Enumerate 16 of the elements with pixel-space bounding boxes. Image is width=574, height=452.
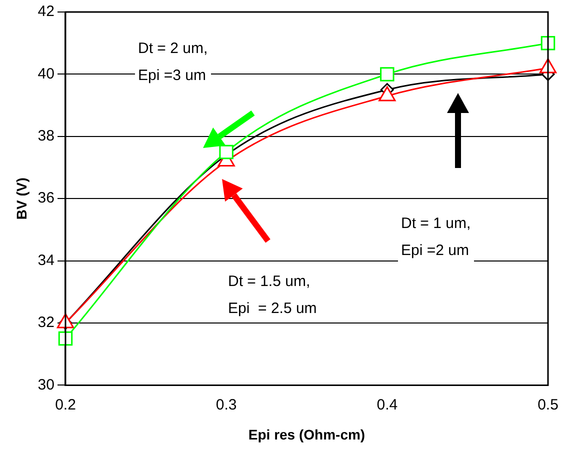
annotation: Dt = 1 um, Epi =2 um bbox=[398, 210, 474, 264]
y-tick-label: 34 bbox=[38, 252, 54, 269]
x-axis-title: Epi res (Ohm-cm) bbox=[248, 426, 366, 442]
annotation: Dt = 1.5 um, Epi = 2.5 um bbox=[225, 268, 320, 322]
y-tick-label: 42 bbox=[38, 3, 54, 20]
x-tick-label: 0.2 bbox=[55, 396, 76, 414]
y-tick-label: 30 bbox=[38, 376, 54, 394]
x-tick-label: 0.3 bbox=[216, 396, 237, 414]
x-tick-label: 0.4 bbox=[376, 396, 398, 414]
y-tick-label: 32 bbox=[38, 314, 54, 332]
annotation: Dt = 2 um, Epi =3 um bbox=[135, 35, 211, 89]
y-axis-title: BV (V) bbox=[13, 178, 30, 220]
y-tick-label: 40 bbox=[38, 65, 54, 82]
y-tick-label: 36 bbox=[38, 190, 54, 207]
x-tick-label: 0.5 bbox=[538, 396, 558, 414]
y-tick-label: 38 bbox=[38, 128, 54, 145]
